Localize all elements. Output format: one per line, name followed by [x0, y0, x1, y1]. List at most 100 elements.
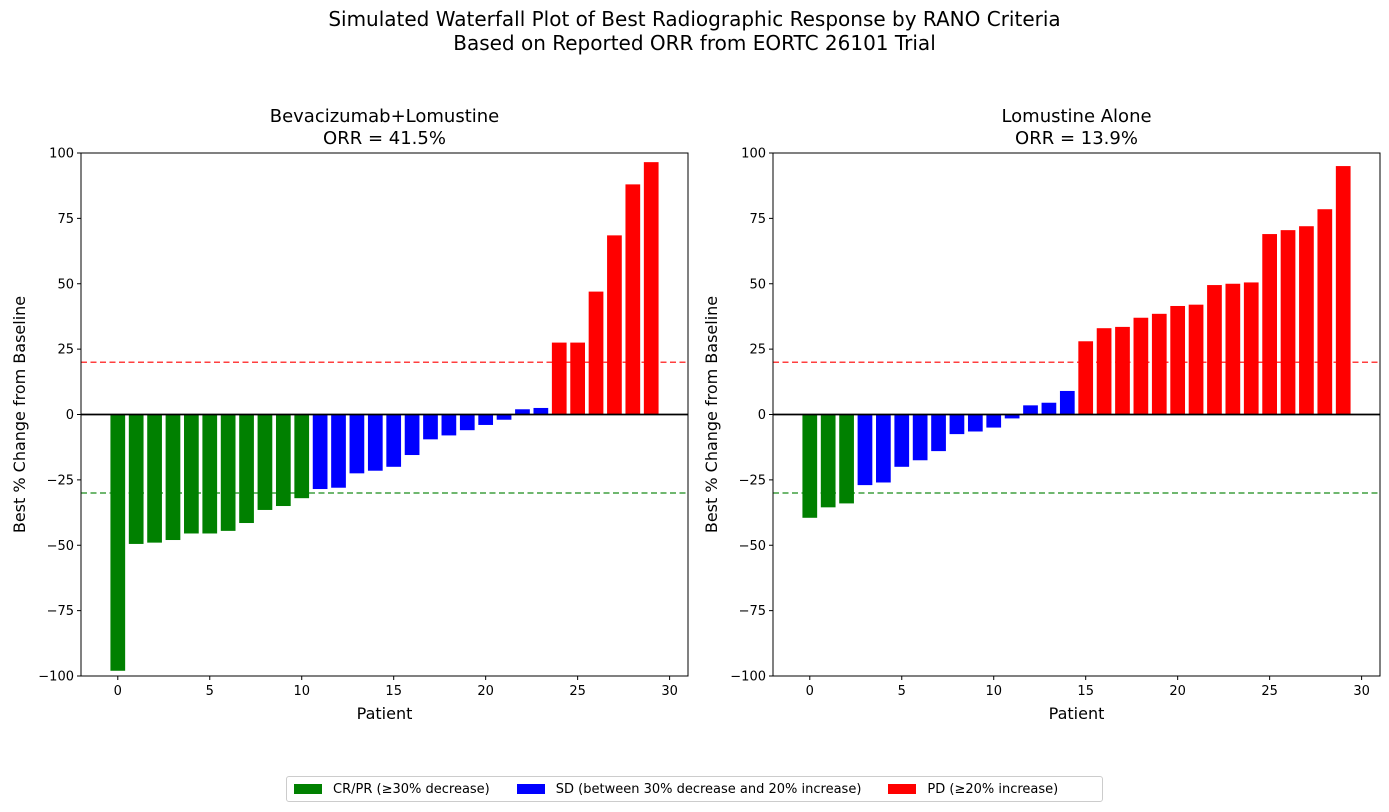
bar — [1078, 341, 1094, 415]
bar — [1004, 414, 1020, 419]
legend-swatch-cr-pr — [294, 784, 322, 794]
x-tick-label: 10 — [293, 684, 310, 699]
y-axis-label: Best % Change from Baseline — [10, 296, 29, 533]
bar — [1207, 285, 1222, 415]
bar — [349, 414, 365, 474]
bar — [533, 407, 549, 415]
y-tick-label: 25 — [57, 343, 74, 358]
bar — [986, 414, 1002, 428]
bar — [1317, 209, 1333, 415]
bar — [275, 414, 291, 507]
bar — [1299, 226, 1314, 415]
bar — [478, 414, 494, 425]
x-tick-label: 20 — [1169, 684, 1186, 699]
bar — [643, 162, 659, 415]
x-tick-label: 15 — [1077, 684, 1094, 699]
x-tick-label: 0 — [806, 684, 814, 699]
bar — [912, 414, 928, 461]
bar — [570, 342, 585, 415]
bar — [1243, 282, 1259, 415]
bar — [294, 414, 310, 499]
bar — [165, 414, 181, 541]
y-tick-label: −50 — [739, 539, 766, 554]
y-tick-label: 75 — [749, 212, 766, 227]
legend-label-sd: SD (between 30% decrease and 20% increas… — [555, 781, 862, 797]
legend-item-sd: SD (between 30% decrease and 20% increas… — [516, 781, 862, 797]
figure-title-line-1: Simulated Waterfall Plot of Best Radiogr… — [328, 7, 1061, 31]
bar — [894, 414, 910, 467]
y-tick-label: −75 — [739, 604, 766, 619]
bar — [312, 414, 328, 490]
bar — [1096, 328, 1112, 415]
bar — [1133, 317, 1149, 415]
y-tick-label: 100 — [741, 147, 766, 162]
bar — [1188, 304, 1204, 415]
x-tick-label: 15 — [385, 684, 402, 699]
y-tick-label: −25 — [739, 473, 766, 488]
bar — [423, 414, 438, 440]
panel-title: Bevacizumab+Lomustine — [270, 106, 500, 127]
bar — [802, 414, 818, 518]
panel-subtitle-orr: ORR = 13.9% — [1015, 128, 1138, 149]
bar — [931, 414, 946, 452]
bar — [239, 414, 254, 524]
x-tick-label: 0 — [114, 684, 122, 699]
bar — [367, 414, 383, 471]
legend-label-pd: PD (≥20% increase) — [927, 781, 1059, 797]
x-tick-label: 20 — [477, 684, 494, 699]
bar — [441, 414, 457, 436]
legend-label-cr-pr: CR/PR (≥30% decrease) — [333, 781, 490, 797]
legend: CR/PR (≥30% decrease) SD (between 30% de… — [286, 776, 1103, 802]
bar — [184, 414, 199, 534]
bar — [515, 409, 530, 415]
bar — [459, 414, 475, 431]
bar — [331, 414, 346, 488]
panel-subtitle-orr: ORR = 41.5% — [323, 128, 446, 149]
y-tick-label: −50 — [47, 539, 74, 554]
bar — [857, 414, 873, 486]
x-tick-label: 25 — [1261, 684, 1278, 699]
x-axis-label: Patient — [1049, 704, 1105, 723]
chart-panel-right: −100 −75 −50 −25 0 25 50 75 100 0 5 10 15 20 25 30 Patie… — [702, 106, 1381, 723]
legend-swatch-sd — [516, 784, 545, 794]
bar — [839, 414, 854, 504]
bar — [876, 414, 891, 483]
bar — [220, 414, 236, 531]
bar — [588, 291, 604, 415]
bar — [607, 235, 622, 415]
x-tick-label: 30 — [1353, 684, 1370, 699]
legend-item-cr-pr: CR/PR (≥30% decrease) — [294, 782, 490, 797]
y-tick-label: 100 — [49, 147, 74, 162]
y-tick-label: −100 — [730, 670, 766, 685]
bar — [404, 414, 420, 456]
bar — [1262, 234, 1277, 415]
y-tick-label: 0 — [66, 408, 74, 423]
bar — [110, 414, 126, 671]
bar — [967, 414, 983, 432]
bar — [1059, 390, 1075, 415]
legend-swatch-pd — [888, 784, 917, 794]
bar — [1170, 305, 1186, 415]
bar — [386, 414, 402, 467]
bar — [1041, 402, 1057, 415]
y-tick-label: −100 — [38, 670, 74, 685]
bar — [1023, 405, 1038, 415]
legend-item-pd: PD (≥20% increase) — [888, 782, 1058, 797]
y-tick-label: −75 — [47, 604, 74, 619]
bar — [551, 342, 567, 415]
bar — [257, 414, 273, 510]
x-tick-label: 5 — [206, 684, 214, 699]
x-axis-label: Patient — [357, 704, 413, 723]
bar — [949, 414, 965, 435]
y-tick-label: 0 — [758, 408, 766, 423]
figure-title-line-2: Based on Reported ORR from EORTC 26101 T… — [453, 31, 936, 55]
bar — [1225, 283, 1241, 415]
bar — [147, 414, 162, 543]
bar — [1280, 230, 1296, 415]
bar — [820, 414, 836, 508]
bar — [202, 414, 218, 534]
x-tick-label: 5 — [898, 684, 906, 699]
y-tick-label: 75 — [57, 212, 74, 227]
panel-title: Lomustine Alone — [1001, 106, 1151, 127]
